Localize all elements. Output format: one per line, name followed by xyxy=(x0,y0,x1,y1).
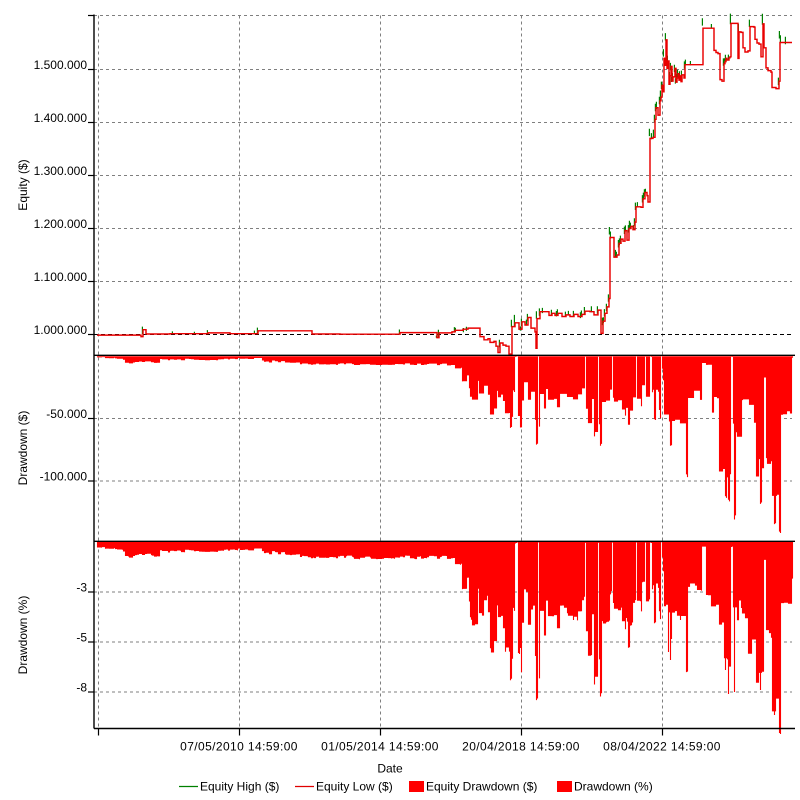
svg-text:1.000.000: 1.000.000 xyxy=(34,323,88,337)
svg-text:1.100.000: 1.100.000 xyxy=(34,270,88,284)
svg-text:-3: -3 xyxy=(76,581,87,595)
svg-text:Drawdown ($): Drawdown ($) xyxy=(16,411,30,486)
svg-text:08/04/2022 14:59:00: 08/04/2022 14:59:00 xyxy=(603,740,721,754)
svg-text:1.300.000: 1.300.000 xyxy=(34,164,88,178)
svg-text:-8: -8 xyxy=(76,681,87,695)
svg-text:1.200.000: 1.200.000 xyxy=(34,217,88,231)
svg-text:Equity Drawdown ($): Equity Drawdown ($) xyxy=(426,780,537,794)
svg-text:-100.000: -100.000 xyxy=(40,470,88,484)
svg-text:-5: -5 xyxy=(76,631,87,645)
svg-text:20/04/2018 14:59:00: 20/04/2018 14:59:00 xyxy=(462,740,580,754)
svg-text:Drawdown (%): Drawdown (%) xyxy=(16,596,30,675)
svg-text:-50.000: -50.000 xyxy=(46,407,87,421)
svg-text:01/05/2014 14:59:00: 01/05/2014 14:59:00 xyxy=(321,740,439,754)
svg-text:Drawdown (%): Drawdown (%) xyxy=(574,780,653,794)
svg-text:Equity ($): Equity ($) xyxy=(16,159,30,210)
svg-text:1.400.000: 1.400.000 xyxy=(34,111,88,125)
svg-text:1.500.000: 1.500.000 xyxy=(34,58,88,72)
svg-text:Date: Date xyxy=(377,762,403,776)
svg-text:07/05/2010 14:59:00: 07/05/2010 14:59:00 xyxy=(180,740,298,754)
svg-text:Equity High ($): Equity High ($) xyxy=(200,780,279,794)
svg-text:Equity Low ($): Equity Low ($) xyxy=(316,780,393,794)
